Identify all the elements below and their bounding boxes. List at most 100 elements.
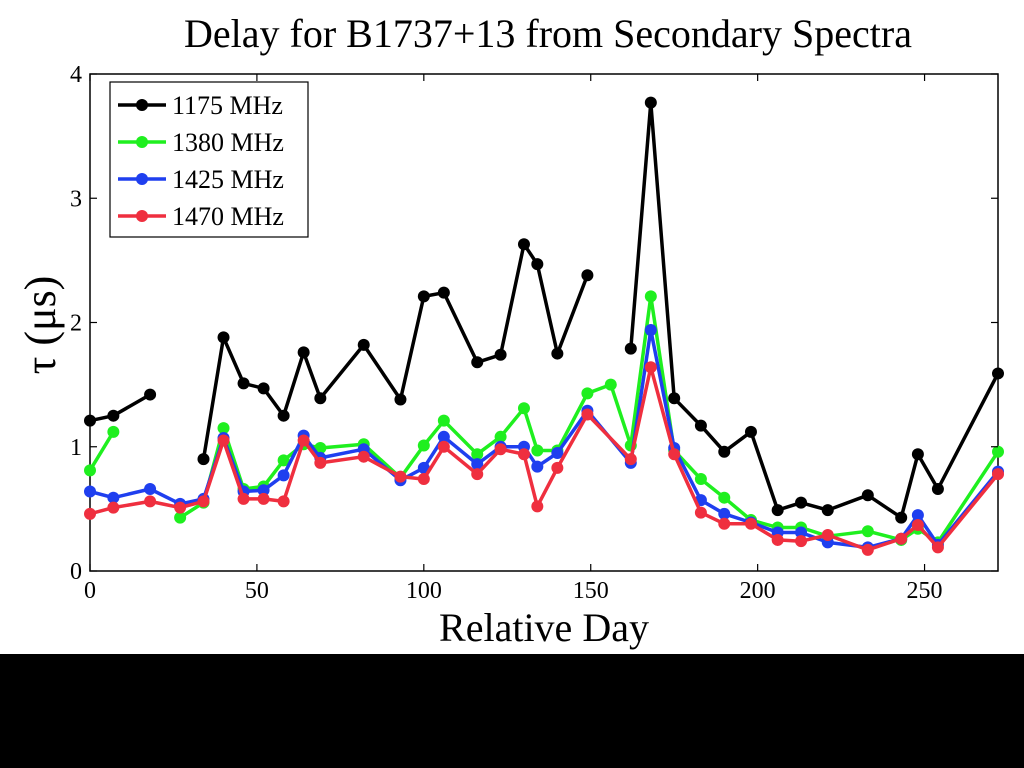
legend-label: 1380 MHz xyxy=(172,128,284,157)
data-point xyxy=(417,473,430,486)
data-point xyxy=(144,388,157,401)
data-point xyxy=(771,533,784,546)
legend-marker xyxy=(136,210,148,222)
data-point xyxy=(931,541,944,554)
data-point xyxy=(417,439,430,452)
data-point xyxy=(277,469,290,482)
data-point xyxy=(551,446,564,459)
data-point xyxy=(197,453,210,466)
data-point xyxy=(718,507,731,520)
legend: 1175 MHz 1380 MHz 1425 MHz 1470 MHz xyxy=(109,81,309,238)
bottom-band xyxy=(0,654,1024,768)
data-point xyxy=(604,378,617,391)
data-point xyxy=(277,454,290,467)
y-axis-label: τ (μs) xyxy=(16,276,65,375)
legend-label: 1470 MHz xyxy=(172,202,284,231)
data-point xyxy=(718,445,731,458)
x-tick-label: 0 xyxy=(84,578,96,604)
x-tick-label: 50 xyxy=(245,578,269,604)
data-point xyxy=(494,430,507,443)
data-point xyxy=(217,434,230,447)
data-point xyxy=(694,419,707,432)
data-point xyxy=(394,470,407,483)
data-point xyxy=(668,392,681,405)
data-point xyxy=(297,346,310,359)
data-point xyxy=(694,473,707,486)
data-point xyxy=(694,506,707,519)
data-point xyxy=(471,356,484,369)
data-point xyxy=(911,448,924,461)
data-point xyxy=(771,504,784,517)
data-point xyxy=(107,501,120,514)
data-point xyxy=(84,507,96,520)
data-point xyxy=(992,468,1004,481)
data-point xyxy=(644,361,657,374)
data-point xyxy=(718,517,731,530)
data-point xyxy=(551,347,564,360)
data-point xyxy=(277,495,290,508)
data-point xyxy=(107,425,120,438)
series-1175-mhz xyxy=(84,96,1004,524)
legend-entry-1470-mhz: 1470 MHz xyxy=(118,202,284,231)
data-point xyxy=(471,458,484,471)
data-point xyxy=(531,258,544,271)
y-tick-label: 3 xyxy=(70,186,82,212)
data-point xyxy=(394,393,407,406)
data-point xyxy=(718,491,731,504)
data-point xyxy=(795,496,808,509)
data-point xyxy=(551,461,564,474)
data-point xyxy=(257,382,270,395)
data-point xyxy=(297,434,310,447)
data-point xyxy=(494,443,507,456)
x-tick-label: 250 xyxy=(907,578,943,604)
y-tick-label: 1 xyxy=(70,435,82,461)
data-point xyxy=(437,286,450,299)
data-point xyxy=(144,495,157,508)
data-point xyxy=(471,448,484,461)
data-point xyxy=(237,492,250,505)
legend-entry-1380-mhz: 1380 MHz xyxy=(118,128,284,157)
data-point xyxy=(417,290,430,303)
data-point xyxy=(531,500,544,513)
data-point xyxy=(277,409,290,422)
y-tick-label: 0 xyxy=(70,559,82,585)
data-point xyxy=(581,269,594,282)
y-tick-label: 2 xyxy=(70,311,82,337)
data-point xyxy=(437,440,450,453)
delay-chart: Delay for B1737+13 from Secondary Spectr… xyxy=(16,11,1004,650)
data-point xyxy=(744,425,757,438)
data-point xyxy=(911,519,924,532)
data-point xyxy=(471,468,484,481)
data-point xyxy=(174,511,187,524)
y-tick-label: 4 xyxy=(70,62,82,88)
data-point xyxy=(107,409,120,422)
series-layer xyxy=(84,96,1004,556)
data-point xyxy=(517,448,530,461)
data-point xyxy=(517,238,530,251)
data-point xyxy=(144,482,157,495)
data-point xyxy=(821,504,834,517)
data-point xyxy=(624,453,637,466)
x-tick-label: 150 xyxy=(573,578,609,604)
x-tick-label: 200 xyxy=(740,578,776,604)
data-point xyxy=(795,526,808,539)
data-point xyxy=(581,408,594,421)
legend-marker xyxy=(136,136,148,148)
figure-area: Delay for B1737+13 from Secondary Spectr… xyxy=(0,0,1024,654)
data-point xyxy=(911,509,924,522)
data-point xyxy=(437,414,450,427)
data-point xyxy=(197,495,210,508)
data-point xyxy=(107,491,120,504)
legend-entry-1175-mhz: 1175 MHz xyxy=(118,91,283,120)
data-point xyxy=(531,444,544,457)
data-point xyxy=(581,387,594,400)
data-point xyxy=(644,323,657,336)
data-point xyxy=(437,430,450,443)
data-point xyxy=(217,331,230,344)
x-tick-label: 100 xyxy=(406,578,442,604)
data-point xyxy=(895,532,908,545)
x-axis-label: Relative Day xyxy=(439,605,649,650)
data-point xyxy=(217,422,230,435)
data-point xyxy=(644,96,657,109)
data-point xyxy=(624,342,637,355)
